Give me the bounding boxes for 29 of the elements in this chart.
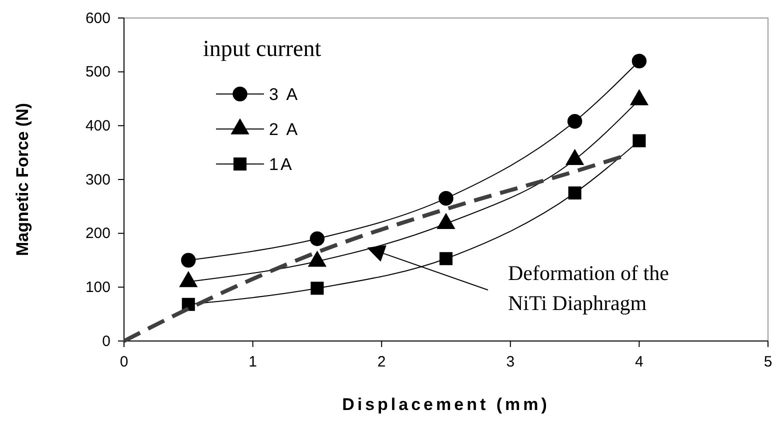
point [632, 134, 646, 148]
y-tick-label: 200 [85, 225, 110, 242]
x-tick-label: 0 [120, 354, 128, 370]
y-tick-label: 300 [85, 171, 110, 188]
x-tick-label: 3 [506, 354, 515, 370]
point [567, 114, 582, 129]
legend-label: 3 A [269, 85, 300, 104]
legend-title: input current [203, 36, 322, 61]
point [439, 252, 453, 266]
y-tick-label: 500 [85, 64, 110, 81]
point [632, 54, 647, 68]
y-tick-label: 600 [85, 10, 110, 27]
point [568, 186, 582, 200]
annotation: Deformation of the NiTi Diaphragm [508, 261, 669, 315]
legend-label: 1A [269, 155, 294, 174]
y-tick-label: 100 [85, 278, 110, 296]
point [181, 252, 196, 268]
y-axis-title: Magnetic Force (N) [13, 102, 32, 256]
legend-label: 2 A [269, 120, 300, 139]
x-tick-label: 1 [248, 354, 257, 370]
y-tick-label: 400 [85, 117, 110, 134]
y-tick-label: 0 [102, 332, 110, 350]
point [310, 231, 325, 246]
x-tick-label: 2 [377, 354, 386, 370]
x-tick-label: 4 [635, 354, 644, 370]
x-axis-title: Displacement (mm) [342, 395, 550, 414]
x-tick-label: 5 [764, 354, 772, 370]
point [310, 282, 324, 295]
point [438, 191, 454, 206]
